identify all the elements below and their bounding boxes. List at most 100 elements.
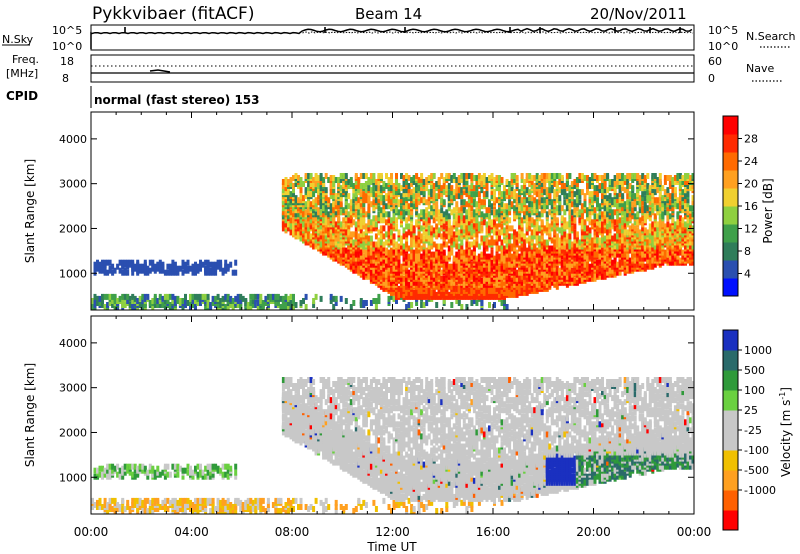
heatmap-cell xyxy=(91,304,94,310)
heatmap-cell xyxy=(374,259,378,266)
heatmap-cell xyxy=(462,253,466,260)
heatmap-cell xyxy=(126,263,130,270)
heatmap-cell xyxy=(390,173,393,179)
heatmap-cell xyxy=(405,241,409,248)
heatmap-cell xyxy=(372,205,376,212)
heatmap-cell xyxy=(385,231,388,238)
heatmap-cell xyxy=(397,209,401,216)
heatmap-cell xyxy=(626,211,630,218)
heatmap-cell xyxy=(410,235,414,242)
heatmap-cell xyxy=(214,265,218,272)
heatmap-cell xyxy=(234,259,238,266)
heatmap-cell xyxy=(312,181,316,187)
heatmap-cell xyxy=(452,219,456,226)
heatmap-cell xyxy=(402,191,406,198)
heatmap-cell xyxy=(568,213,572,220)
heatmap-cell xyxy=(359,253,363,260)
heatmap-cell xyxy=(475,235,479,242)
heatmap-cell xyxy=(352,231,356,238)
heatmap-cell xyxy=(379,249,383,256)
heatmap-cell xyxy=(211,261,215,268)
heatmap-cell xyxy=(264,300,268,306)
heatmap-cell xyxy=(322,203,326,210)
heatmap-cell xyxy=(535,247,539,254)
heatmap-cell xyxy=(636,187,640,194)
heatmap-cell xyxy=(598,175,602,181)
heatmap-cell xyxy=(588,233,592,240)
heatmap-cell xyxy=(588,215,592,222)
nsky-tick-top: 10^5 xyxy=(52,24,82,37)
heatmap-cell xyxy=(304,227,308,234)
heatmap-cell xyxy=(500,201,504,208)
heatmap-cell xyxy=(430,205,434,212)
heatmap-cell xyxy=(367,177,371,183)
heatmap-cell xyxy=(558,241,562,248)
heatmap-cell xyxy=(332,187,336,194)
heatmap-cell xyxy=(606,173,610,179)
heatmap-cell xyxy=(513,245,517,252)
heatmap-cell xyxy=(304,187,308,194)
heatmap-cell xyxy=(628,173,632,179)
heatmap-cell xyxy=(173,265,177,272)
heatmap-cell xyxy=(628,215,632,222)
heatmap-cell xyxy=(616,227,620,234)
heatmap-cell xyxy=(422,189,426,196)
cpid-value: normal (fast stereo) 153 xyxy=(94,93,260,107)
heatmap-cell xyxy=(344,199,348,206)
heatmap-cell xyxy=(344,298,348,304)
heatmap-cell xyxy=(186,265,190,272)
heatmap-cell xyxy=(462,261,466,268)
heatmap-cell xyxy=(425,247,429,254)
heatmap-cell xyxy=(407,269,411,276)
heatmap-cell xyxy=(359,215,363,222)
heatmap-cell xyxy=(417,247,421,254)
heatmap-cell xyxy=(432,241,436,248)
heatmap-cell xyxy=(601,211,604,218)
heatmap-cell xyxy=(485,253,489,260)
heatmap-cell xyxy=(616,213,620,220)
nave-tick-bottom: 0 xyxy=(708,72,715,85)
heatmap-cell xyxy=(583,219,587,226)
heatmap-cell xyxy=(495,209,499,216)
heatmap-cell xyxy=(545,187,549,194)
heatmap-cell xyxy=(379,199,383,206)
heatmap-cell xyxy=(284,185,288,192)
heatmap-cell xyxy=(352,263,356,270)
heatmap-cell xyxy=(565,269,569,276)
heatmap-cell xyxy=(513,229,517,236)
heatmap-cell xyxy=(611,209,615,216)
heatmap-cell xyxy=(304,209,308,216)
heatmap-cell xyxy=(578,177,582,183)
heatmap-cell xyxy=(312,215,316,222)
heatmap-cell xyxy=(508,209,512,216)
heatmap-cell xyxy=(121,269,125,276)
heatmap-cell xyxy=(400,205,403,212)
heatmap-cell xyxy=(477,243,481,250)
heatmap-cell xyxy=(591,271,594,278)
heatmap-cell xyxy=(339,209,343,216)
heatmap-cell xyxy=(530,267,534,274)
heatmap-cell xyxy=(176,295,180,302)
heatmap-cell xyxy=(322,191,326,198)
heatmap-cell xyxy=(201,261,205,268)
heatmap-cell xyxy=(450,175,454,181)
heatmap-cell xyxy=(367,235,371,242)
heatmap-cell xyxy=(151,263,155,270)
heatmap-cell xyxy=(628,257,632,264)
heatmap-cell xyxy=(535,225,539,232)
heatmap-cell xyxy=(518,227,522,234)
heatmap-cell xyxy=(472,197,476,204)
heatmap-cell xyxy=(608,213,612,220)
heatmap-cell xyxy=(525,221,529,228)
heatmap-cell xyxy=(636,239,640,246)
heatmap-cell xyxy=(565,203,569,210)
heatmap-cell xyxy=(415,300,419,306)
heatmap-cell xyxy=(475,255,479,262)
heatmap-cell xyxy=(422,257,426,264)
heatmap-cell xyxy=(289,197,293,204)
heatmap-cell xyxy=(608,193,612,200)
heatmap-cell xyxy=(520,177,524,183)
heatmap-cell xyxy=(362,201,366,208)
heatmap-cell xyxy=(435,181,439,187)
heatmap-cell xyxy=(606,211,610,218)
